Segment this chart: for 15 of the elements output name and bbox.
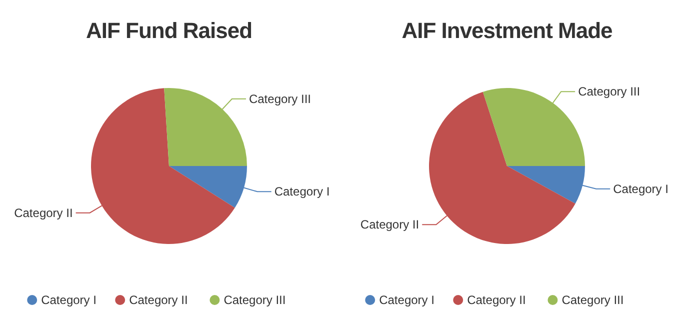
slice-label: Category I [274, 184, 330, 199]
legend-label: Category II [129, 293, 188, 307]
slice-label: Category III [578, 84, 640, 99]
legend-label: Category III [562, 293, 624, 307]
legend-label: Category I [41, 293, 96, 307]
slice-label: Category I [613, 182, 668, 196]
slice-label: Category II [360, 218, 420, 232]
slice-label: Category II [14, 206, 73, 220]
chart-title: AIF Investment Made [402, 18, 613, 43]
legend-label: Category II [467, 293, 526, 307]
legend-label: Category I [379, 293, 434, 307]
slice-label: Category III [248, 92, 312, 106]
pie-slice [164, 88, 247, 166]
chart-title: AIF Fund Raised [86, 18, 252, 43]
legend-label: Category III [224, 293, 286, 307]
